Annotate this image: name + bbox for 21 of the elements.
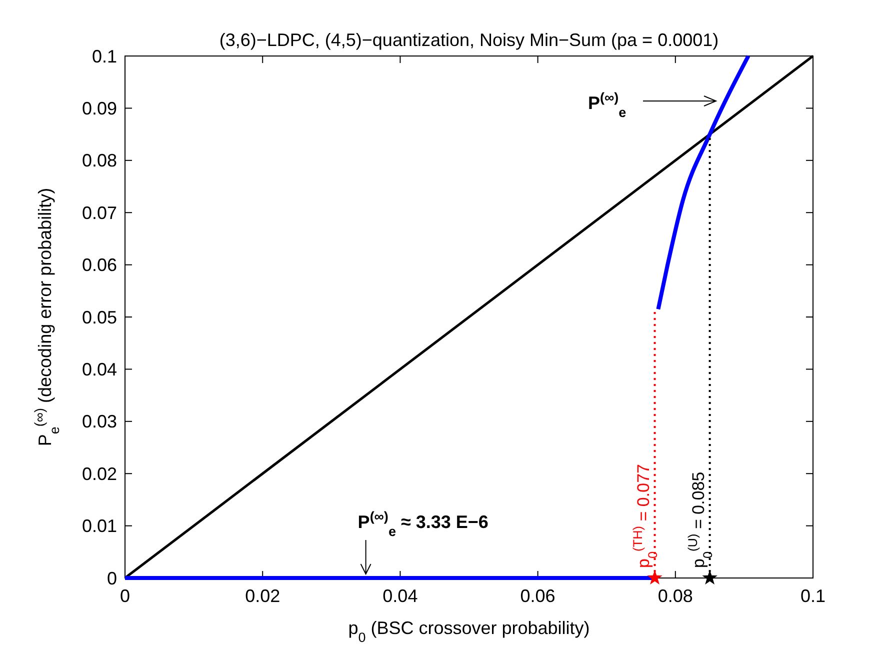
y-tick-label: 0.09 [82, 98, 117, 118]
x-tick-label: 0.08 [658, 586, 693, 606]
x-tick-label: 0.02 [245, 586, 280, 606]
chart-title: (3,6)−LDPC, (4,5)−quantization, Noisy Min−Sum (pa = 0.0001) [219, 30, 719, 50]
y-tick-label: 0.1 [92, 46, 117, 66]
y-tick-label: 0 [106, 568, 117, 588]
y-tick-label: 0.03 [82, 412, 117, 432]
y-tick-label: 0.04 [82, 360, 117, 380]
x-tick-label: 0.04 [382, 586, 418, 606]
y-tick-label: 0.01 [82, 516, 117, 536]
line-series [656, 54, 750, 312]
x-axis-title: p$_{0}$ (BSC crossover probability) [348, 618, 590, 644]
y-tick-label: 0.08 [82, 150, 117, 171]
y-tick-label: 0.06 [82, 255, 117, 276]
x-tick-label: 0 [120, 586, 130, 606]
y-tick-label: 0.05 [82, 307, 117, 328]
y-tick-label: 0.07 [82, 202, 117, 223]
x-tick-label: 0.06 [520, 586, 556, 606]
x-tick-label: 0.1 [800, 586, 826, 606]
annotation: P$^{(∞)}$$_{e}$ ≈ 3.33 E−6 [358, 508, 488, 538]
y-tick-label: 0.02 [82, 464, 117, 484]
